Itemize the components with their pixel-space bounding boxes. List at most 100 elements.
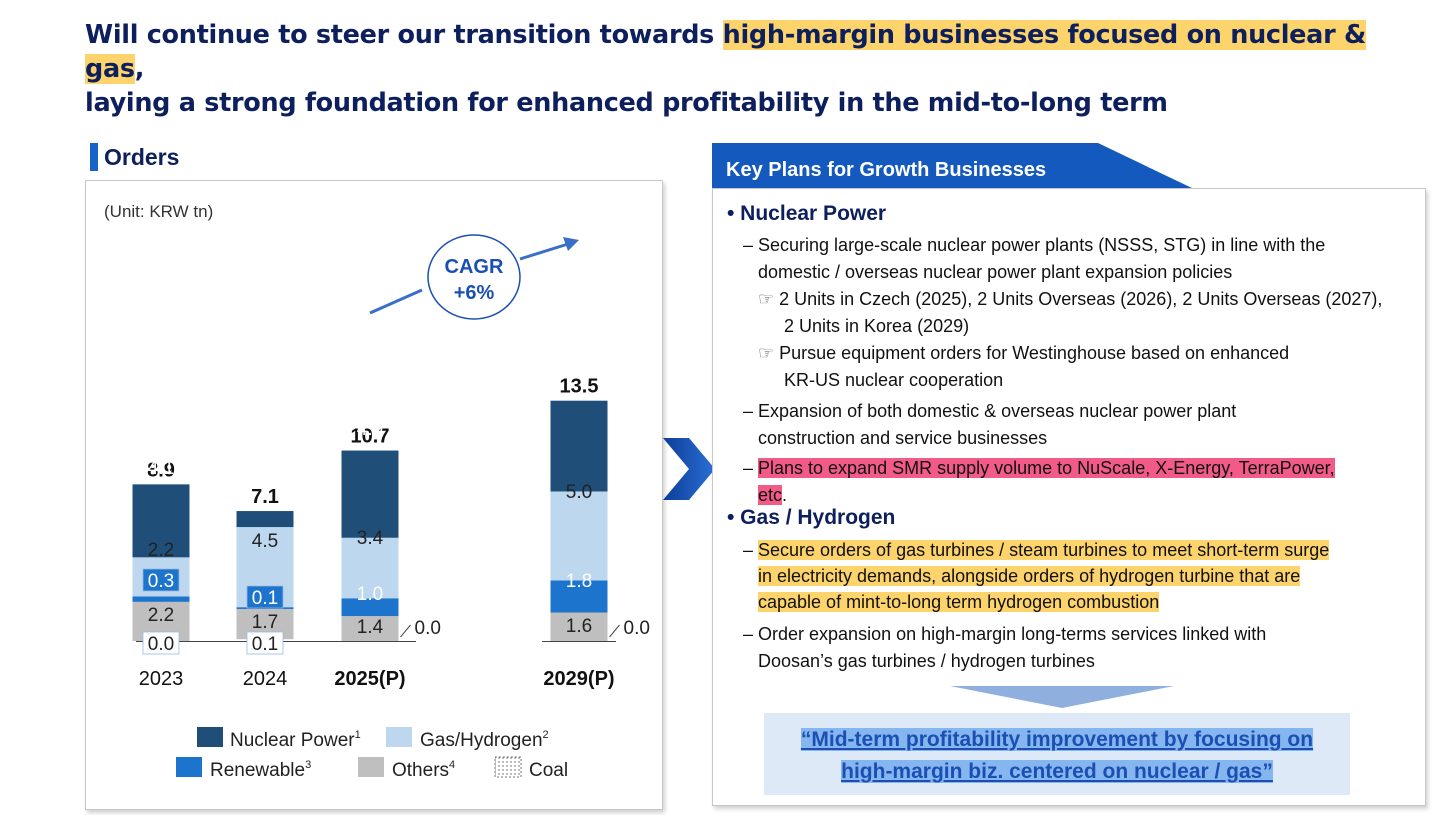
cagr-arrow-lower — [369, 288, 423, 315]
value-label-box — [246, 631, 284, 655]
nuclear-heading: • Nuclear Power — [727, 202, 887, 225]
gas-item-2-line1: – Order expansion on high-margin long-te… — [743, 624, 1267, 644]
bar-others — [550, 612, 608, 641]
section-marker — [90, 143, 98, 171]
bar-renewable — [550, 580, 608, 613]
nuclear-subitem-1-line2: 2 Units in Korea (2029) — [784, 316, 970, 336]
nuclear-subitem-2: ☞ Pursue equipment orders for Westinghous… — [758, 343, 1290, 363]
title-part2: , — [134, 54, 145, 84]
down-arrow-icon — [950, 686, 1174, 708]
bar-nuclear-power — [550, 400, 608, 492]
gas-item-1-line2: in electricity demands, alongside orders… — [758, 566, 1301, 586]
segment-value-label: 5.1 — [566, 351, 592, 372]
legend-swatch-gas — [386, 727, 412, 747]
segment-value-label: 1.4 — [357, 617, 384, 638]
legend-swatch-others — [358, 757, 384, 777]
nuclear-item-1-line1: – Securing large-scale nuclear power pla… — [743, 235, 1326, 255]
bar-others — [341, 616, 399, 641]
segment-value-label: 4.1 — [148, 458, 174, 479]
cagr-value: +6% — [454, 282, 495, 304]
legend-swatch-renewable — [176, 757, 202, 777]
bar-renewable — [132, 596, 190, 602]
conclusion-text: “Mid-term profitability improvement by f… — [764, 724, 1350, 788]
chevron-right-icon — [663, 438, 715, 500]
segment-value-label: 0.1 — [252, 634, 278, 655]
category-label: 2024 — [243, 668, 288, 690]
conclusion-line2: high-margin biz. centered on nuclear / g… — [841, 760, 1273, 783]
orders-chart-panel: (Unit: KRW tn) CAGR +6% 8.9 2023 7.1 2024 10… — [85, 180, 663, 810]
bar-total-label: 13.5 — [560, 376, 599, 398]
segment-value-label: 5.0 — [566, 482, 592, 503]
plans-header-tab: Key Plans for Growth Businesses — [712, 143, 1194, 189]
legend-label-nuclear: Nuclear Power1 — [230, 729, 361, 751]
value-label-box — [142, 631, 180, 655]
segment-value-label: 4.9 — [357, 419, 383, 440]
segment-value-label: 0.9 — [252, 461, 278, 482]
segment-value-label: 1.0 — [357, 584, 383, 605]
segment-value-label: 3.4 — [357, 528, 384, 549]
bar-renewable — [341, 598, 399, 617]
gas-heading: • Gas / Hydrogen — [727, 506, 896, 529]
legend-swatch-nuclear — [197, 727, 223, 747]
coal-value-label: 0.0 — [624, 618, 650, 639]
nuclear-item-2-line2: construction and service businesses — [758, 428, 1048, 448]
nuclear-subitem-2-line2: KR-US nuclear cooperation — [784, 370, 1004, 390]
cagr-label: CAGR — [445, 256, 504, 278]
title-line2: laying a strong foundation for enhanced … — [85, 88, 1168, 118]
bar-total-label: 10.7 — [351, 426, 390, 448]
value-label-box — [246, 585, 284, 609]
category-label: 2029(P) — [543, 668, 614, 690]
nuclear-item-1-line2: domestic / overseas nuclear power plant … — [758, 262, 1233, 282]
legend-label-others: Others4 — [392, 759, 455, 781]
legend-swatch-coal — [494, 756, 522, 778]
nuclear-subitem-1: ☞ 2 Units in Czech (2025), 2 Units Overse… — [758, 289, 1383, 309]
cagr-arrow-head — [563, 237, 579, 251]
category-label: 2025(P) — [334, 668, 405, 690]
gas-item-1-line3: capable of mint-to-long term hydrogen co… — [758, 592, 1160, 612]
bar-nuclear-power — [341, 450, 399, 538]
gas-item-1-line1: Secure orders of gas turbines / steam tu… — [758, 540, 1330, 560]
conclusion-line1: “Mid-term profitability improvement by f… — [800, 728, 1314, 751]
bar-gas-hydrogen — [341, 537, 399, 599]
segment-value-label: 2.2 — [148, 540, 174, 561]
orders-chart: (Unit: KRW tn) CAGR +6% 8.9 2023 7.1 2024 10… — [104, 202, 650, 781]
bar-group: 8.9 2023 7.1 2024 10.7 2025(P) 13.5 2029(P) 4.1 2… — [132, 351, 650, 690]
coal-leader-line — [609, 624, 620, 638]
legend-label-renewable: Renewable3 — [210, 759, 311, 781]
coal-leader-line — [400, 624, 411, 638]
bar-nuclear-power — [236, 511, 294, 528]
bar-gas-hydrogen — [550, 491, 608, 581]
segment-value-label: 2.2 — [148, 605, 174, 626]
bar-nuclear-power — [132, 484, 190, 558]
page-title: Will continue to steer our transition to… — [85, 18, 1425, 120]
unit-label: (Unit: KRW tn) — [104, 202, 213, 221]
pointing-hand-icon: ☞ — [758, 289, 775, 309]
bar-total-label: 8.9 — [147, 459, 175, 481]
value-label-box — [142, 568, 180, 592]
segment-value-label: 1.8 — [566, 571, 592, 592]
legend-label-coal: Coal — [529, 760, 568, 781]
coal-value-label: 0.0 — [415, 618, 441, 639]
segment-value-label: 0.0 — [148, 634, 174, 655]
category-label: 2023 — [139, 668, 184, 690]
orders-title: Orders — [104, 143, 180, 170]
nuclear-item-3-dash: – — [743, 458, 754, 478]
segment-value-label: 0.1 — [252, 588, 278, 609]
legend-label-gas: Gas/Hydrogen2 — [420, 729, 549, 751]
cagr-bubble — [427, 234, 521, 320]
bar-total-label: 7.1 — [251, 486, 279, 508]
plans-header-title: Key Plans for Growth Businesses — [726, 159, 1046, 181]
segment-value-label: 1.7 — [252, 612, 278, 633]
orders-section-header: Orders — [90, 142, 179, 172]
gas-item-1-dash: – — [743, 540, 754, 560]
title-part1: Will continue to steer our transition to… — [85, 20, 723, 50]
nuclear-item-3-line1: Plans to expand SMR supply volume to NuS… — [758, 458, 1335, 478]
segment-value-label: 1.6 — [566, 616, 592, 637]
cagr-arrow-upper — [519, 242, 569, 261]
nuclear-item-2-line1: – Expansion of both domestic & overseas … — [743, 401, 1237, 421]
nuclear-item-3-line2: etc. — [758, 485, 788, 505]
pointing-hand-icon: ☞ — [758, 343, 775, 363]
segment-value-label: 4.5 — [252, 531, 278, 552]
segment-value-label: 0.3 — [148, 571, 174, 592]
chart-legend: Nuclear Power1 Gas/Hydrogen2 Renewable3 … — [176, 727, 568, 781]
